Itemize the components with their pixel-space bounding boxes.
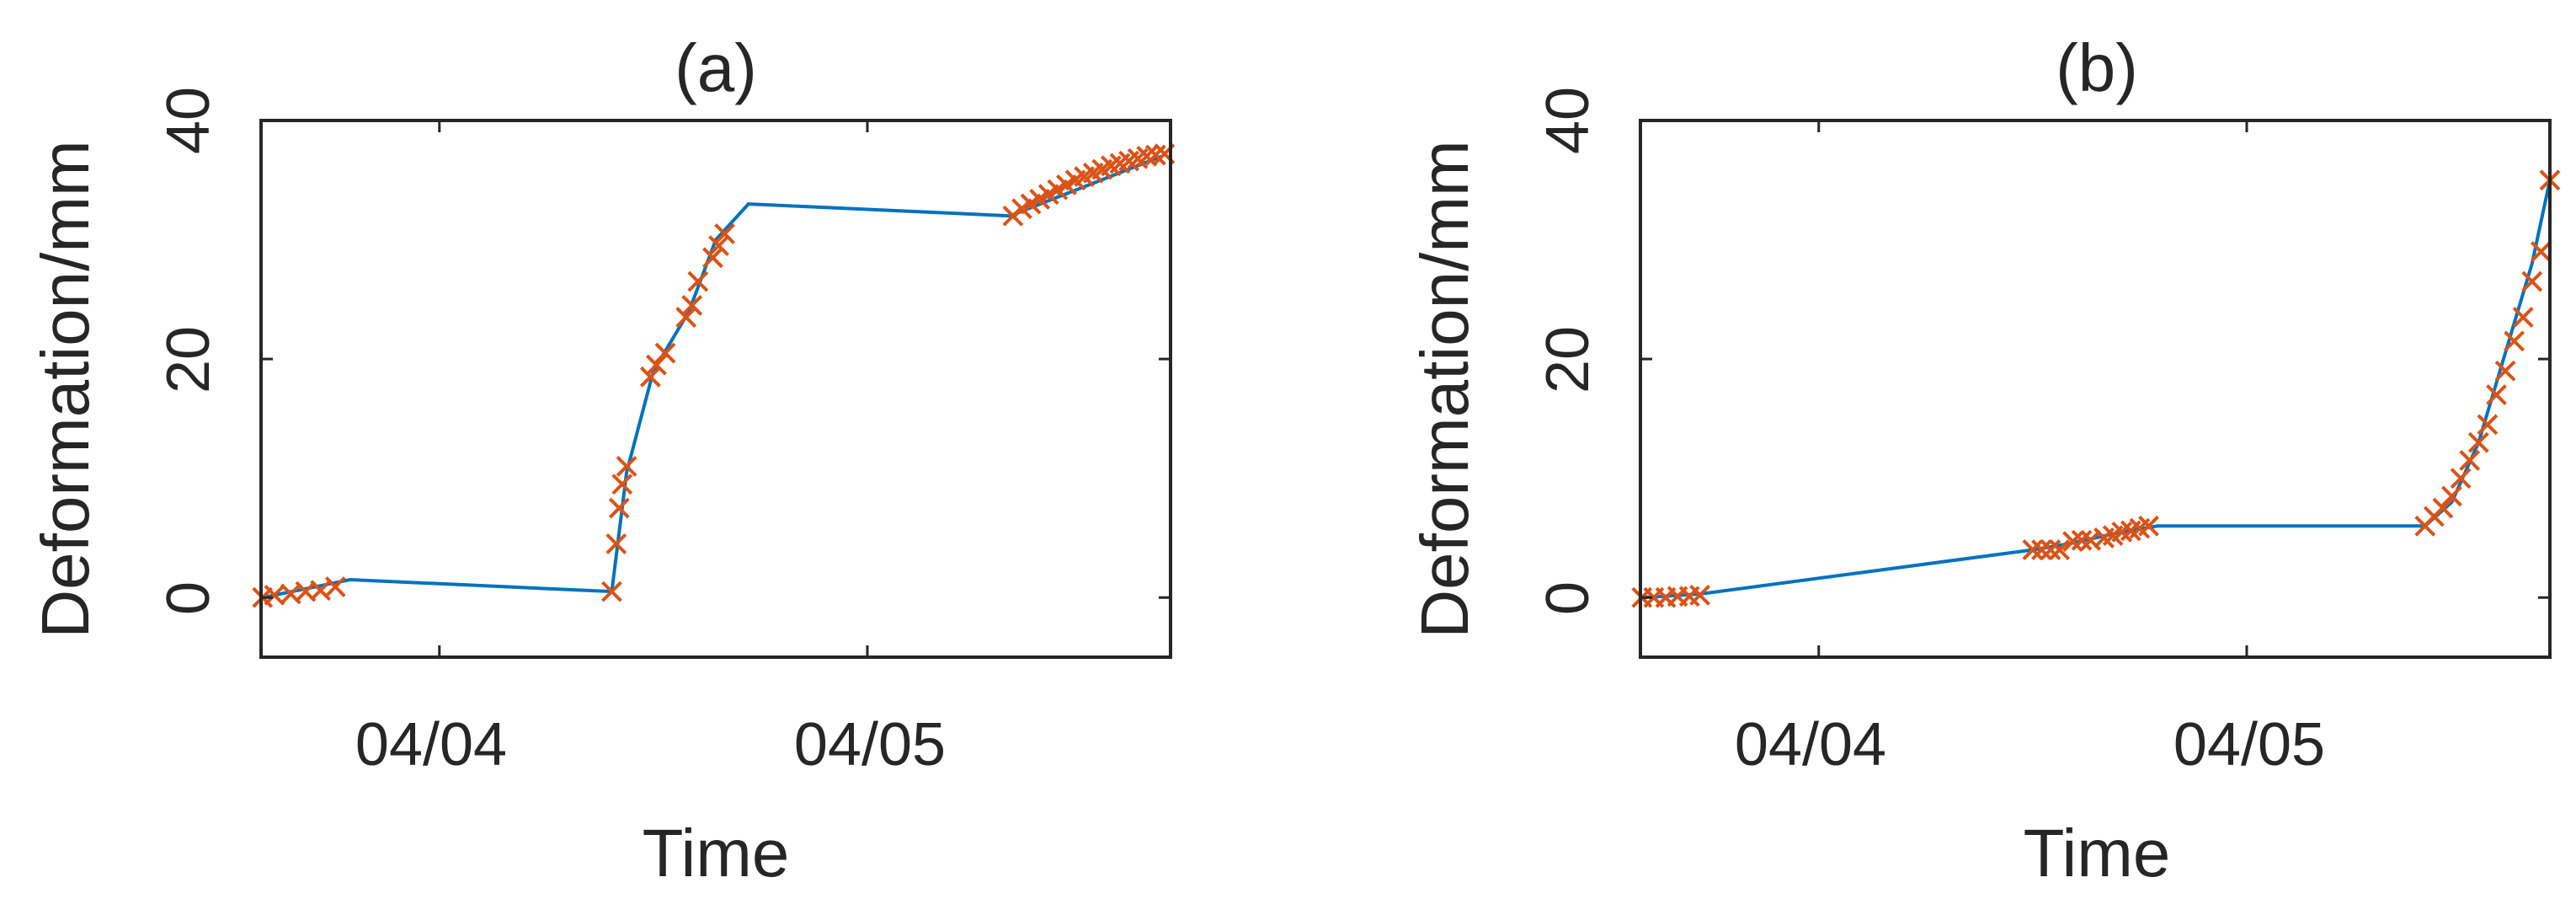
panel-a-marker-point — [616, 456, 637, 477]
panel-b-ytick-0: 0 — [1534, 581, 1602, 615]
panel-a-ytick-0: 0 — [155, 581, 222, 615]
panel-b-marker-point — [2521, 270, 2543, 292]
panel-b: (b) 04/04 04/05 0 20 40 Time Deformation… — [1407, 30, 2561, 891]
panel-a-xtick-0404: 04/04 — [355, 711, 507, 779]
panel-a-deformation-line — [262, 154, 1163, 600]
panel-a-marker-point — [687, 270, 709, 292]
panel-b-ylabel: Deformation/mm — [1407, 140, 1482, 638]
panel-b-marker-point — [1689, 584, 1711, 606]
panel-b-xtick-0405: 04/05 — [2173, 711, 2325, 779]
panel-b-marker-point — [2486, 384, 2507, 405]
panel-a-title: (a) — [675, 30, 757, 105]
panel-b-marker-point — [2530, 241, 2552, 263]
panel-a-marker-point — [264, 584, 285, 606]
panel-b-marker-point — [2031, 539, 2052, 561]
panel-a-marker-point — [611, 474, 633, 495]
panel-b-marker-point — [2494, 360, 2516, 382]
panel-a-marker-point — [601, 581, 622, 602]
panel-a-marker-point — [681, 294, 703, 316]
panel-b-marker-point — [2467, 431, 2489, 453]
panel-b-marker-point — [2450, 468, 2472, 490]
panel-b-ytick-20: 20 — [1534, 326, 1602, 393]
panel-b-marker-point — [2441, 485, 2462, 507]
panel-b-marker-point — [2049, 539, 2071, 561]
panel-a-marker-point — [702, 247, 723, 269]
panel-a-ylabel: Deformation/mm — [28, 140, 103, 638]
panel-a-plot-area — [252, 143, 1176, 608]
panel-a-ytick-20: 20 — [155, 326, 222, 393]
panel-a-marker-point — [605, 533, 627, 554]
panel-a-xlabel: Time — [643, 816, 790, 891]
panel-a: (a) 04/04 04/05 0 20 40 Time Deformation… — [28, 30, 1176, 891]
panel-b-marker-point — [2432, 497, 2454, 519]
panel-b-ytick-40: 40 — [1534, 87, 1602, 154]
panel-b-title: (b) — [2056, 30, 2138, 105]
panel-a-axes-box — [259, 119, 1172, 659]
panel-b-xlabel: Time — [2024, 816, 2171, 891]
panel-b-marker-point — [2477, 414, 2499, 436]
panel-b-xtick-0404: 04/04 — [1735, 711, 1886, 779]
panel-a-marker-point — [675, 307, 697, 328]
panel-b-marker-point — [2040, 539, 2061, 561]
panel-a-marker-point — [654, 342, 676, 364]
panel-b-marker-point — [2459, 450, 2481, 471]
panel-a-marker-point — [324, 576, 346, 597]
panel-a-marker-point — [608, 497, 630, 519]
panel-a-marker-point — [639, 366, 661, 388]
panel-b-axes-box — [1639, 119, 2552, 659]
panel-a-marker-point — [714, 223, 736, 244]
panel-b-marker-point — [2071, 529, 2093, 551]
panel-b-marker-point — [2512, 307, 2534, 328]
panel-a-ytick-40: 40 — [155, 87, 222, 154]
panel-b-marker-point — [2138, 515, 2159, 537]
panel-b-marker-point — [2504, 330, 2525, 352]
panel-a-ticks — [261, 119, 1171, 657]
panel-a-marker-point — [708, 235, 729, 257]
panel-a-xtick-0405: 04/05 — [794, 711, 946, 779]
panel-b-plot-area — [1631, 169, 2561, 608]
panel-a-marker-point — [645, 354, 667, 376]
panel-b-ticks — [1640, 119, 2550, 657]
panel-b-marker-point — [2022, 539, 2044, 561]
